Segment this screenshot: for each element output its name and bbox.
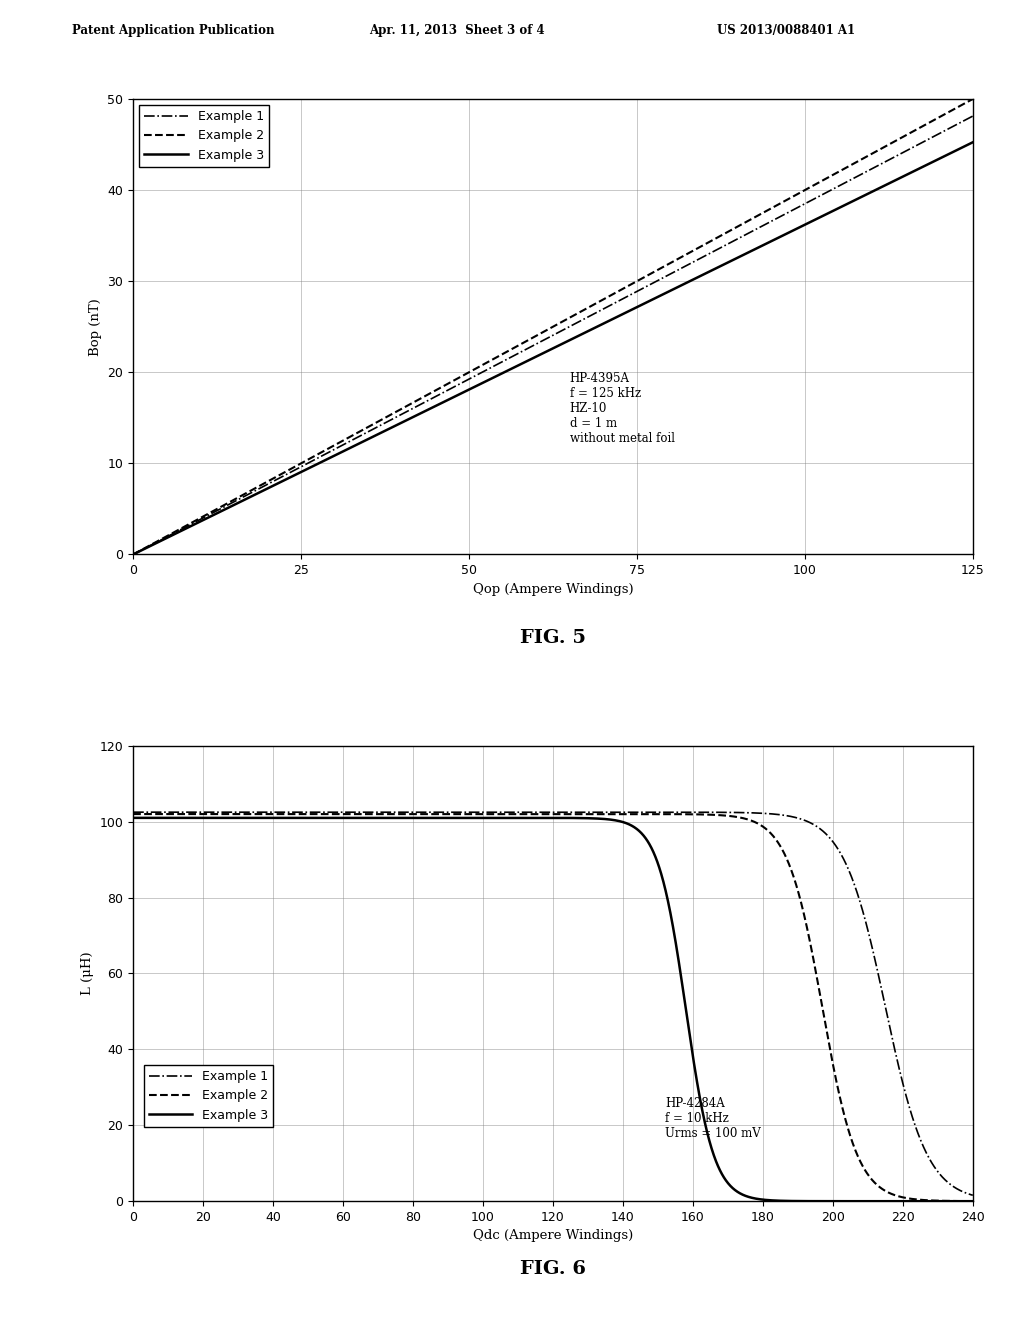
Legend: Example 1, Example 2, Example 3: Example 1, Example 2, Example 3 bbox=[143, 1065, 273, 1127]
X-axis label: Qop (Ampere Windings): Qop (Ampere Windings) bbox=[473, 582, 633, 595]
Y-axis label: L (μH): L (μH) bbox=[81, 952, 94, 995]
Legend: Example 1, Example 2, Example 3: Example 1, Example 2, Example 3 bbox=[139, 106, 269, 166]
Text: FIG. 6: FIG. 6 bbox=[520, 1259, 586, 1278]
Text: FIG. 5: FIG. 5 bbox=[520, 630, 586, 648]
Text: Patent Application Publication: Patent Application Publication bbox=[72, 24, 274, 37]
Text: HP-4284A
f = 10 kHz
Urms = 100 mV: HP-4284A f = 10 kHz Urms = 100 mV bbox=[665, 1097, 761, 1140]
Text: US 2013/0088401 A1: US 2013/0088401 A1 bbox=[717, 24, 855, 37]
Text: HP-4395A
f = 125 kHz
HZ-10
d = 1 m
without metal foil: HP-4395A f = 125 kHz HZ-10 d = 1 m witho… bbox=[569, 372, 675, 445]
Y-axis label: Bop (nT): Bop (nT) bbox=[89, 298, 101, 355]
Text: Apr. 11, 2013  Sheet 3 of 4: Apr. 11, 2013 Sheet 3 of 4 bbox=[369, 24, 545, 37]
X-axis label: Qdc (Ampere Windings): Qdc (Ampere Windings) bbox=[473, 1229, 633, 1242]
